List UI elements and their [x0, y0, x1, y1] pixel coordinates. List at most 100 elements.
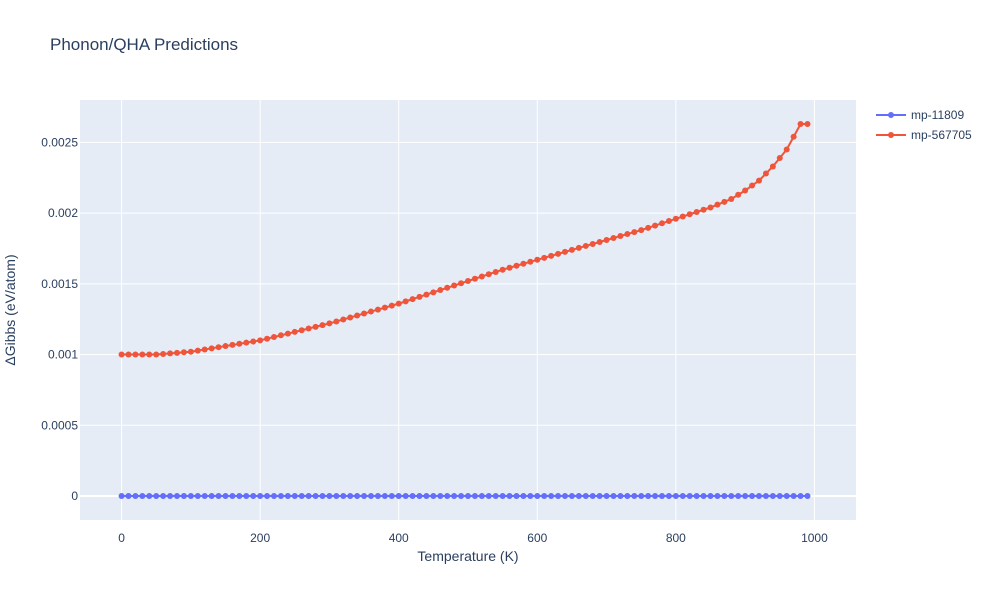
data-point: [277, 332, 284, 339]
data-point: [444, 492, 451, 499]
legend: mp-11809 mp-567705: [876, 108, 972, 142]
x-axis-label: Temperature (K): [417, 548, 518, 564]
data-point: [575, 244, 582, 251]
data-point: [506, 264, 513, 271]
x-tick-label: 200: [250, 531, 270, 545]
data-point: [527, 492, 534, 499]
data-point: [562, 492, 568, 499]
data-point: [499, 266, 506, 273]
data-point: [284, 492, 291, 499]
data-point: [790, 133, 797, 140]
data-point: [194, 347, 201, 354]
data-point: [368, 492, 374, 499]
legend-item[interactable]: mp-11809: [876, 108, 964, 122]
data-point: [742, 492, 749, 499]
data-point: [762, 492, 769, 499]
data-point: [409, 492, 416, 499]
data-point: [451, 282, 458, 289]
data-point: [714, 492, 721, 499]
data-point: [769, 492, 776, 499]
legend-item[interactable]: mp-567705: [876, 128, 972, 142]
data-point: [160, 492, 167, 499]
data-point: [679, 213, 686, 220]
data-point: [686, 211, 693, 218]
x-tick-label: 800: [666, 531, 686, 545]
data-point: [430, 289, 437, 296]
data-point: [208, 492, 215, 499]
data-point: [548, 492, 555, 499]
legend-label: mp-567705: [911, 128, 972, 142]
data-point: [347, 492, 354, 499]
data-point: [160, 350, 167, 357]
data-point: [638, 492, 645, 499]
data-point: [284, 330, 291, 337]
data-point: [465, 278, 471, 285]
data-point: [458, 280, 465, 287]
data-point: [458, 492, 465, 499]
data-point: [374, 492, 381, 499]
data-point: [250, 492, 257, 499]
y-tick-label: 0.002: [48, 206, 78, 220]
data-point: [402, 298, 409, 305]
data-point: [721, 492, 728, 499]
series-layer: [118, 121, 811, 499]
data-point: [631, 229, 638, 236]
data-point: [783, 146, 790, 153]
x-tick-label: 400: [389, 531, 409, 545]
data-point: [485, 271, 492, 278]
y-tick-label: 0.001: [48, 348, 78, 362]
data-point: [215, 344, 222, 351]
data-point: [271, 334, 277, 341]
data-point: [645, 224, 652, 231]
data-point: [333, 318, 340, 325]
data-point: [693, 209, 700, 215]
data-point: [174, 492, 180, 499]
series-line: [121, 123, 808, 356]
data-point: [423, 291, 430, 298]
data-point: [562, 248, 568, 255]
data-point: [610, 235, 617, 242]
data-point: [229, 341, 236, 348]
legend-swatch-marker: [888, 132, 894, 138]
data-point: [153, 351, 160, 358]
y-tick-label: 0.0015: [41, 277, 78, 291]
data-point: [118, 492, 125, 499]
data-point: [194, 492, 201, 499]
data-point: [347, 314, 354, 321]
data-point: [513, 492, 520, 499]
legend-swatch-marker: [888, 112, 894, 118]
data-point: [610, 492, 617, 499]
data-point: [298, 492, 305, 499]
y-tick-label: 0.0025: [41, 135, 78, 149]
data-point: [769, 163, 776, 170]
data-point: [617, 492, 624, 499]
data-point: [333, 492, 340, 499]
data-point: [756, 177, 762, 184]
data-point: [624, 492, 631, 499]
data-point: [520, 260, 527, 267]
data-point: [423, 492, 430, 499]
data-point: [541, 492, 548, 499]
data-point: [174, 349, 180, 356]
data-point: [312, 492, 319, 499]
data-point: [222, 343, 229, 350]
data-point: [354, 312, 361, 319]
data-point: [312, 323, 319, 330]
data-point: [277, 492, 284, 499]
data-point: [638, 227, 645, 234]
legend-label: mp-11809: [911, 108, 964, 122]
data-point: [728, 492, 735, 499]
data-point: [603, 237, 610, 243]
x-tick-label: 0: [118, 531, 125, 545]
data-point: [485, 492, 492, 499]
data-point: [534, 492, 541, 499]
data-point: [520, 492, 527, 499]
data-point: [492, 268, 499, 275]
data-point: [305, 325, 312, 332]
data-point: [596, 492, 603, 499]
data-point: [693, 492, 700, 499]
data-point: [187, 492, 194, 499]
data-point: [326, 492, 333, 499]
data-point: [790, 492, 797, 499]
data-point: [478, 273, 485, 280]
